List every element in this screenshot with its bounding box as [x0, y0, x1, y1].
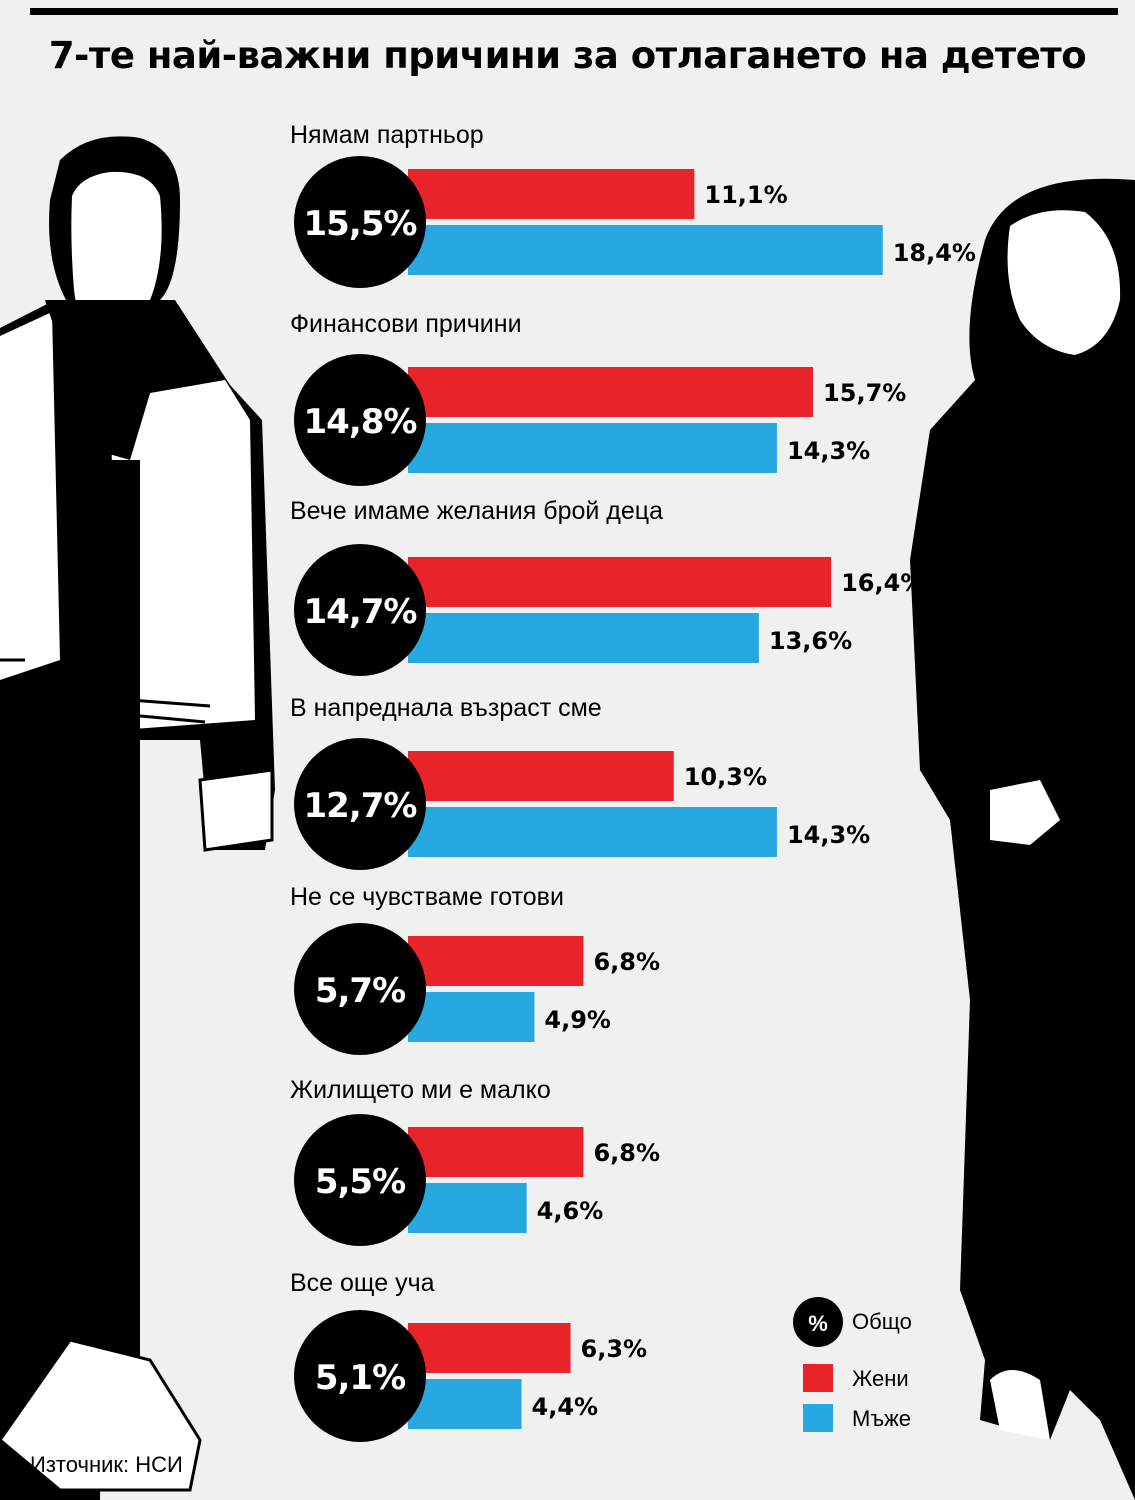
value-label-total: 15,5% — [304, 204, 417, 244]
bar-women — [408, 1323, 571, 1373]
category-label: Вече имаме желания брой деца — [290, 497, 663, 525]
value-label-men: 14,3% — [787, 437, 870, 465]
value-label-women: 6,3% — [581, 1335, 648, 1363]
value-label-total: 5,5% — [315, 1162, 405, 1202]
category-label: Нямам партньор — [290, 121, 484, 149]
bar-women — [408, 1127, 584, 1177]
legend-total-symbol: % — [808, 1311, 828, 1336]
bar-women — [408, 751, 674, 801]
category-label: В напреднала възраст сме — [290, 694, 602, 722]
top-rule — [30, 8, 1118, 15]
bar-men — [408, 1183, 527, 1233]
value-label-men: 4,6% — [537, 1197, 604, 1225]
bar-women — [408, 169, 695, 219]
total-circle — [294, 544, 426, 676]
value-label-total: 5,1% — [315, 1358, 405, 1398]
value-label-men: 18,4% — [893, 239, 976, 267]
man-silhouette-icon — [0, 136, 275, 1500]
value-label-men: 14,3% — [787, 821, 870, 849]
total-circle — [294, 354, 426, 486]
page-title: 7-те най-важни причини за отлагането на … — [48, 34, 1087, 77]
category-label: Все още уча — [290, 1269, 435, 1297]
bar-women — [408, 557, 832, 607]
bar-men — [408, 1379, 522, 1429]
value-label-men: 13,6% — [769, 627, 852, 655]
legend-total-label: Общо — [852, 1309, 912, 1334]
value-label-women: 15,7% — [823, 379, 906, 407]
source-note: Източник: НСИ — [30, 1452, 183, 1477]
bar-men — [408, 807, 777, 857]
legend-men-label: Мъже — [852, 1406, 912, 1431]
total-circle — [294, 923, 426, 1055]
woman-silhouette-icon — [910, 178, 1135, 1500]
category-label: Жилището ми е малко — [290, 1076, 551, 1104]
bar-women — [408, 936, 584, 986]
legend-women-label: Жени — [852, 1366, 909, 1391]
category-label: Финансови причини — [290, 310, 522, 338]
total-circle — [294, 738, 426, 870]
value-label-women: 6,8% — [593, 948, 660, 976]
legend-total-marker — [793, 1297, 843, 1347]
bar-men — [408, 992, 535, 1042]
value-label-total: 12,7% — [304, 786, 417, 826]
total-circle — [294, 1114, 426, 1246]
value-label-women: 16,4% — [841, 569, 924, 597]
value-label-men: 4,4% — [532, 1393, 599, 1421]
value-label-total: 14,8% — [304, 402, 417, 442]
bar-men — [408, 423, 777, 473]
bar-women — [408, 367, 814, 417]
value-label-total: 14,7% — [304, 592, 417, 632]
total-circle — [294, 156, 426, 288]
value-label-men: 4,9% — [544, 1006, 611, 1034]
legend-women-swatch — [803, 1364, 833, 1392]
legend-men-swatch — [803, 1404, 833, 1432]
value-label-women: 11,1% — [704, 181, 787, 209]
value-label-women: 10,3% — [684, 763, 767, 791]
value-label-women: 6,8% — [593, 1139, 660, 1167]
bar-men — [408, 613, 759, 663]
total-circle — [294, 1310, 426, 1442]
bar-men — [408, 225, 883, 275]
value-label-total: 5,7% — [315, 971, 405, 1011]
category-label: Не се чувстваме готови — [290, 883, 564, 911]
